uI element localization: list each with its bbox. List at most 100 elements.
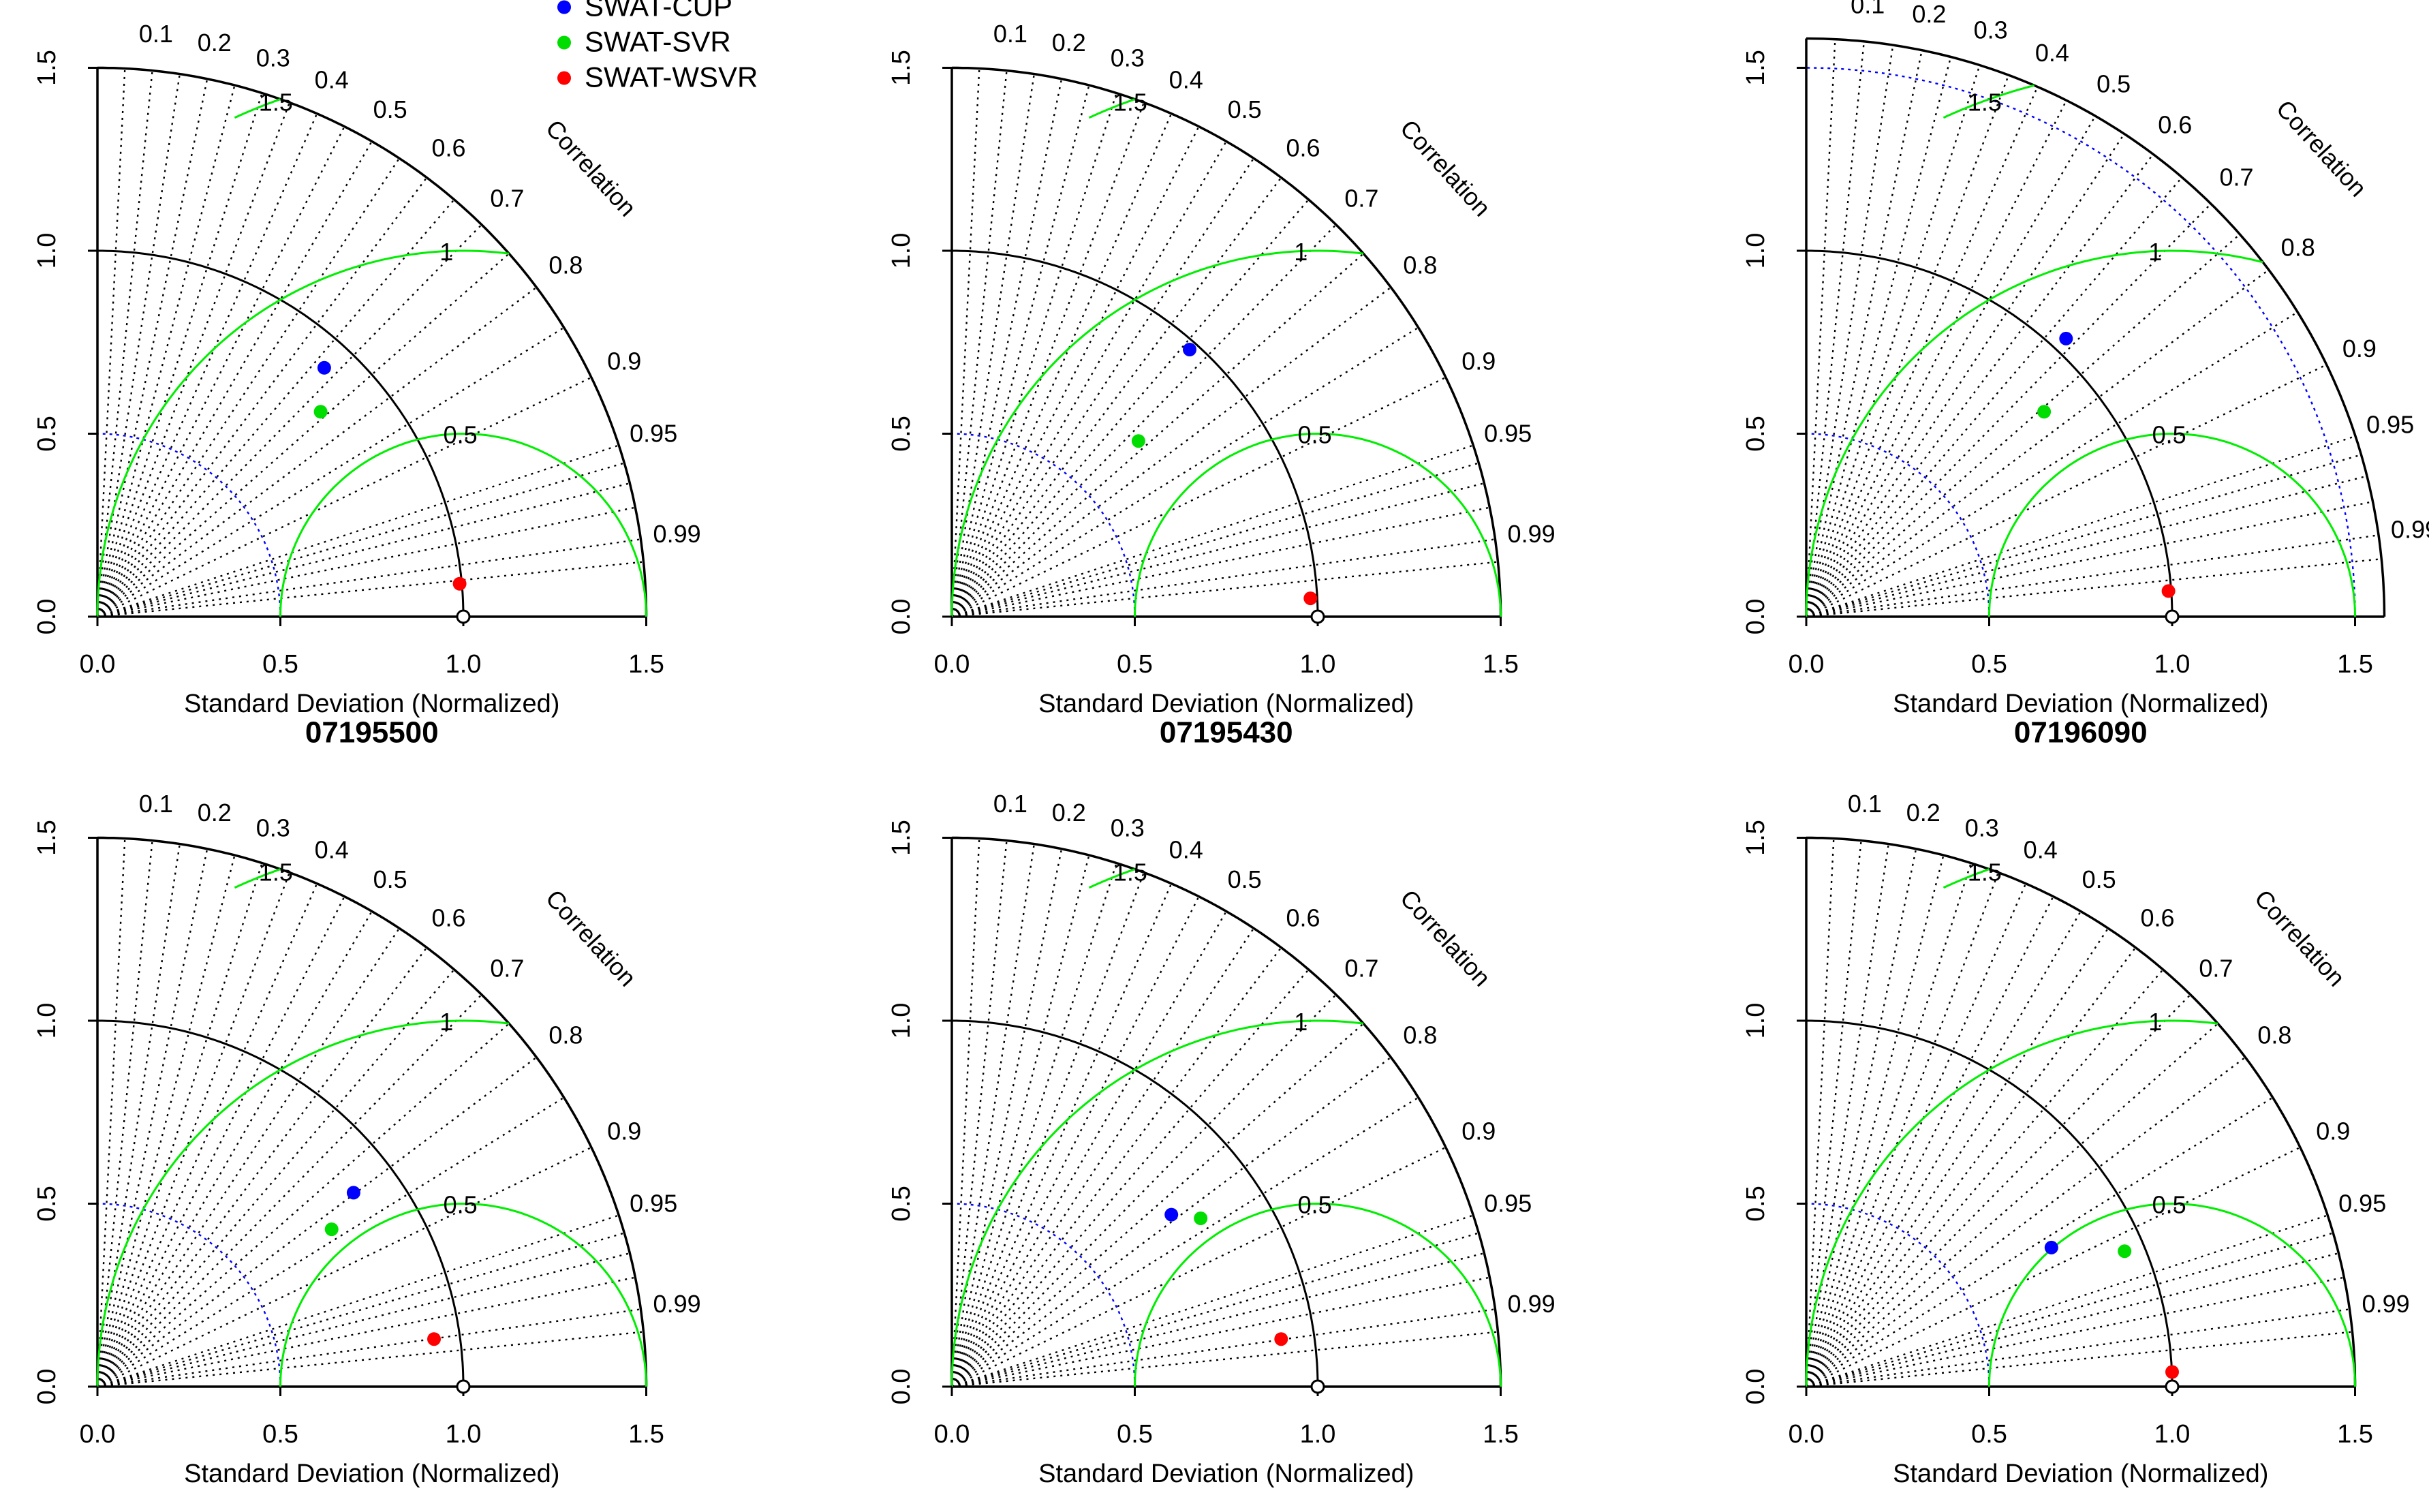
x-tick-label: 1.5 <box>2337 1420 2373 1449</box>
correlation-tick-label: 0.95 <box>2366 410 2414 438</box>
sd-reference-arc <box>951 433 1136 617</box>
correlation-line <box>97 1331 644 1388</box>
correlation-line <box>96 70 153 617</box>
rmsd-arc <box>234 868 281 889</box>
correlation-line <box>96 844 181 1387</box>
rmsd-label: 1.5 <box>259 88 293 116</box>
legend-label: SWAT-CUP <box>585 0 732 22</box>
point-swat-svr <box>1194 1212 1208 1225</box>
rmsd-arc <box>96 1019 510 1387</box>
correlation-line <box>96 78 208 617</box>
correlation-tick-label: 0.95 <box>630 1190 677 1218</box>
correlation-line <box>1806 558 2382 618</box>
correlation-tick-label: 0.1 <box>139 20 173 48</box>
correlation-line <box>97 1232 625 1388</box>
y-tick-label: 1.5 <box>1742 50 1770 86</box>
y-tick-label: 0.5 <box>887 1186 916 1222</box>
correlation-tick-label: 0.2 <box>198 799 232 827</box>
x-tick-label: 1.0 <box>2154 650 2191 679</box>
correlation-line <box>950 848 1063 1387</box>
correlation-tick-label: 0.95 <box>1484 1190 1532 1218</box>
y-tick-label: 0.0 <box>887 1369 916 1405</box>
correlation-line <box>950 883 1173 1387</box>
correlation-tick-label: 0.4 <box>1169 66 1203 94</box>
correlation-line <box>950 838 980 1387</box>
correlation-line <box>950 140 1227 617</box>
correlation-tick-label: 0.95 <box>1484 420 1532 448</box>
correlation-line <box>1806 1214 2328 1388</box>
point-swat-svr <box>313 405 328 419</box>
correlation-line <box>1806 993 2191 1387</box>
rmsd-arc <box>1943 868 1990 889</box>
correlation-line <box>950 844 1035 1387</box>
correlation-line <box>951 444 1474 618</box>
correlation-line <box>1806 364 2327 618</box>
correlation-tick-label: 0.7 <box>1344 184 1378 212</box>
correlation-tick-label: 0.9 <box>607 1117 641 1145</box>
observation-sd-arc <box>1806 1019 2173 1387</box>
correlation-line <box>1805 871 2000 1387</box>
correlation-line <box>1806 203 2212 617</box>
correlation-line <box>1805 39 1836 617</box>
rmsd-label: 0.5 <box>2152 421 2186 449</box>
correlation-line <box>96 848 208 1387</box>
x-tick-label: 1.5 <box>2337 650 2373 679</box>
correlation-line <box>96 896 345 1387</box>
correlation-line <box>951 376 1446 618</box>
correlation-line <box>1805 910 2082 1387</box>
correlation-line <box>951 1232 1479 1388</box>
correlation-axis-label: Correlation <box>540 114 642 222</box>
correlation-line <box>950 910 1227 1387</box>
x-tick-label: 0.5 <box>262 650 298 679</box>
correlation-line <box>97 1252 630 1388</box>
correlation-line <box>1806 435 2356 618</box>
x-tick-label: 1.5 <box>628 650 664 679</box>
correlation-tick-label: 0.3 <box>1974 16 2008 44</box>
correlation-line <box>951 1146 1446 1388</box>
correlation-tick-label: 0.8 <box>1403 1021 1437 1049</box>
y-tick-label: 1.0 <box>887 1003 916 1039</box>
correlation-tick-label: 0.4 <box>2024 836 2058 864</box>
correlation-line <box>1805 896 2054 1387</box>
correlation-line <box>1806 946 2137 1387</box>
correlation-line <box>951 286 1392 617</box>
panel-title: 07195500 <box>305 716 439 750</box>
y-tick-label: 0.5 <box>33 1186 61 1222</box>
correlation-line <box>1806 475 2368 618</box>
correlation-line <box>1805 99 2067 617</box>
correlation-line <box>1805 854 1945 1387</box>
point-swat-cup <box>1183 343 1196 356</box>
correlation-line <box>1806 268 2270 617</box>
correlation-tick-label: 0.3 <box>256 44 290 72</box>
correlation-tick-label: 0.6 <box>431 904 465 932</box>
observation-point <box>2165 1379 2180 1394</box>
correlation-tick-label: 0.5 <box>1228 865 1262 893</box>
correlation-tick-label: 0.9 <box>1461 348 1496 375</box>
rmsd-label: 1 <box>2148 1008 2162 1036</box>
rmsd-arc <box>1805 1019 2218 1387</box>
correlation-line <box>97 1214 619 1388</box>
point-swat-wsvr <box>427 1332 441 1346</box>
y-tick-label: 1.0 <box>33 233 61 269</box>
sd-reference-arc <box>1806 1203 1990 1387</box>
correlation-line <box>96 157 401 617</box>
correlation-tick-label: 0.99 <box>653 1290 701 1318</box>
rmsd-arc <box>1988 432 2356 617</box>
correlation-line <box>951 1252 1485 1388</box>
correlation-line <box>951 946 1282 1387</box>
correlation-tick-label: 0.1 <box>1848 790 1882 818</box>
correlation-line <box>1805 65 1981 617</box>
x-tick-label: 0.0 <box>1789 1420 1825 1449</box>
rmsd-label: 0.5 <box>1298 1191 1332 1219</box>
rmsd-label: 1.5 <box>1113 858 1147 886</box>
x-axis-label: Standard Deviation (Normalized) <box>184 690 559 718</box>
correlation-line <box>96 871 291 1387</box>
correlation-tick-label: 0.7 <box>2199 954 2233 982</box>
correlation-line <box>1805 115 2097 617</box>
correlation-line <box>1806 1096 2274 1388</box>
correlation-tick-label: 0.7 <box>490 954 524 982</box>
correlation-line <box>97 993 482 1387</box>
x-tick-label: 0.5 <box>1117 650 1153 679</box>
correlation-line <box>951 561 1498 618</box>
